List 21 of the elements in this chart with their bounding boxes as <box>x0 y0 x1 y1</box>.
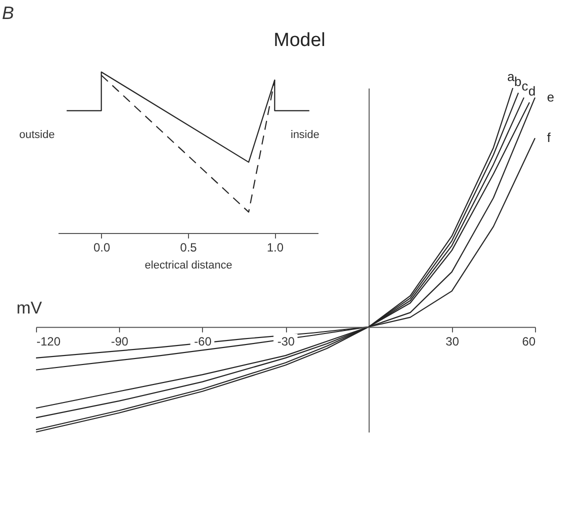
x-tick-label: 60 <box>522 334 536 348</box>
x-axis-title: mV <box>16 298 43 318</box>
series-label: b <box>514 74 522 89</box>
x-tick-label: 0.0 <box>93 240 110 254</box>
x-tick-label: -90 <box>110 334 129 348</box>
annotation: inside <box>290 129 320 141</box>
x-tick-label: -120 <box>36 334 61 348</box>
x-tick-label: 1.0 <box>266 240 284 254</box>
x-tick-label: -60 <box>194 334 212 348</box>
x-tick-label: -30 <box>277 334 295 348</box>
series-label: d <box>528 83 536 98</box>
x-axis-title: electrical distance <box>144 260 232 272</box>
x-tick-label: 30 <box>446 334 460 348</box>
series-label: c <box>522 78 529 94</box>
series-label: e <box>547 90 554 105</box>
chart-title: Model <box>274 30 326 51</box>
annotation: outside <box>19 129 55 141</box>
text: B <box>2 3 14 23</box>
series-label: a <box>507 69 516 84</box>
series-label: f <box>547 130 551 146</box>
x-tick-label: 0.5 <box>180 240 198 254</box>
